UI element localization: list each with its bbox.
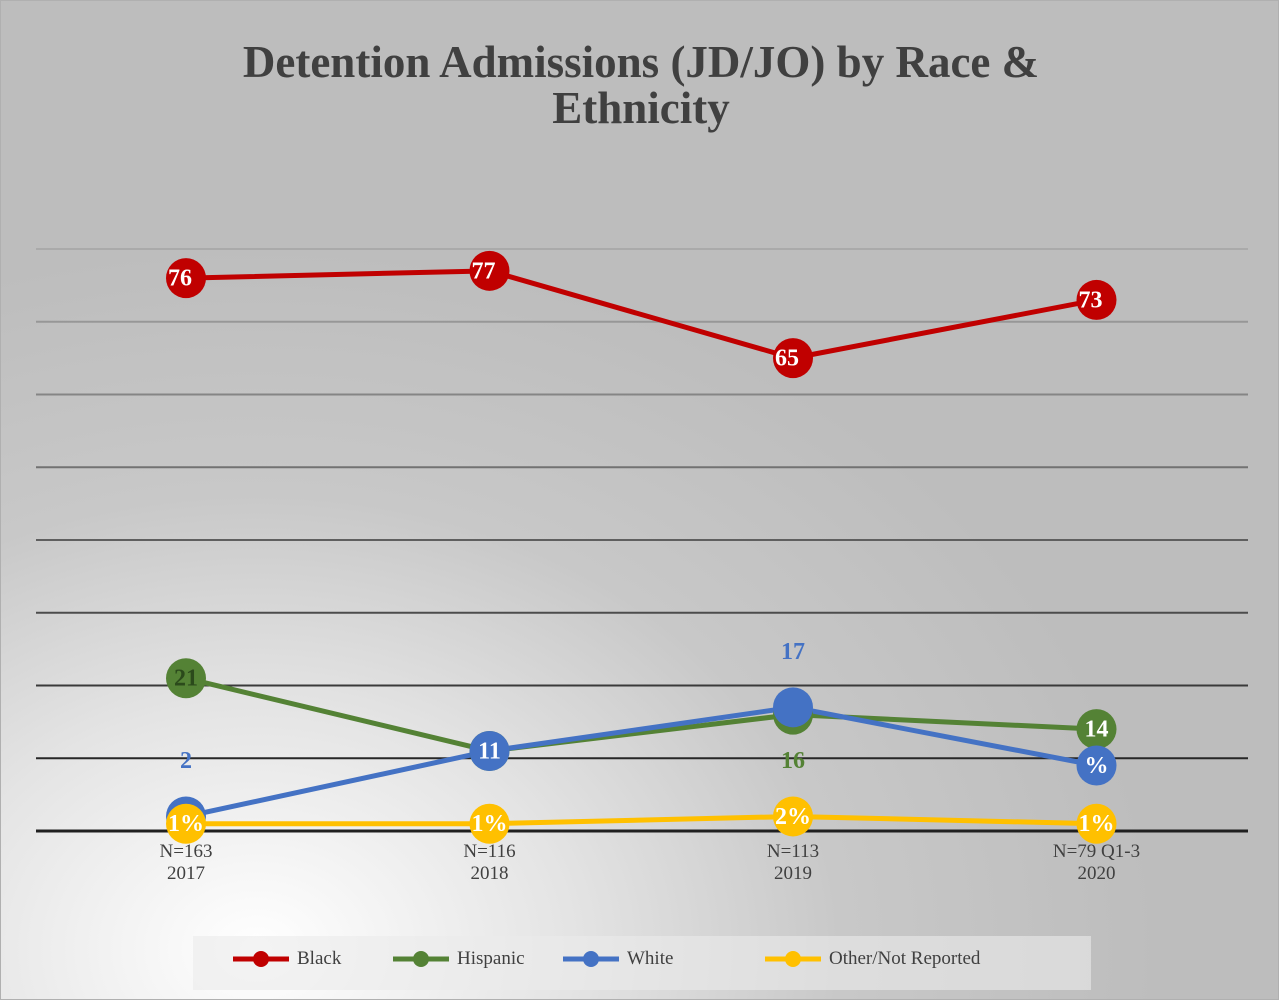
legend: Black Hispanic White Other/Not Reported <box>193 936 1091 990</box>
data-label: 73 <box>1079 287 1103 313</box>
legend-item: Other/Not Reported <box>763 948 980 970</box>
x-tick-label: N=113 2019 <box>766 841 820 884</box>
series-line <box>185 704 1097 819</box>
legend-item: White <box>561 948 673 970</box>
legend-marker <box>583 951 599 967</box>
data-label: 16 <box>781 748 805 774</box>
marker <box>1076 745 1117 786</box>
legend-marker <box>785 951 801 967</box>
series-line <box>186 813 1097 827</box>
data-label: 14 <box>1085 717 1109 743</box>
legend-marker <box>253 951 269 967</box>
marker <box>166 803 206 844</box>
data-label: 2 <box>180 748 192 774</box>
legend-label: White <box>627 948 674 969</box>
marker <box>469 730 510 771</box>
legend-item: Black <box>231 948 341 970</box>
data-label: 2% <box>775 804 811 830</box>
legend-marker <box>413 951 429 967</box>
marker <box>773 338 813 379</box>
x-tick-label: N=163 2017 <box>159 841 213 884</box>
data-label: 11 <box>478 738 501 764</box>
marker <box>1076 279 1117 320</box>
legend-swatch <box>765 951 821 967</box>
legend-label: Black <box>297 948 342 969</box>
data-label: 1% <box>1079 811 1115 837</box>
marker <box>1076 803 1117 844</box>
marker <box>469 250 510 291</box>
data-label: 76 <box>168 266 192 292</box>
data-label: 65 <box>775 346 799 372</box>
legend-swatch <box>563 951 619 967</box>
legend-label: Other/Not Reported <box>829 948 981 969</box>
series-line <box>185 675 1097 754</box>
x-tick-label: N=116 2018 <box>463 841 516 884</box>
x-tick-label: N=79 Q1-3 2020 <box>1052 841 1141 884</box>
chart-title: Detention Admissions (JD/JO) by Race & E… <box>242 37 1040 133</box>
data-label: % <box>1085 753 1109 779</box>
marker <box>773 687 813 728</box>
legend-label: Hispanic <box>457 948 525 969</box>
legend-swatch <box>393 951 449 967</box>
series-line <box>185 268 1097 361</box>
legend-item: Hispanic <box>391 948 525 970</box>
marker <box>1076 709 1117 750</box>
data-label: 77 <box>472 258 496 284</box>
marker <box>166 658 206 699</box>
marker <box>773 796 813 837</box>
data-label: 1% <box>168 811 204 837</box>
data-label: 21 <box>174 666 198 692</box>
marker <box>469 803 510 844</box>
legend-swatch <box>233 951 289 967</box>
data-label: 1% <box>472 811 508 837</box>
marker <box>166 258 206 299</box>
data-label: 17 <box>781 639 805 665</box>
